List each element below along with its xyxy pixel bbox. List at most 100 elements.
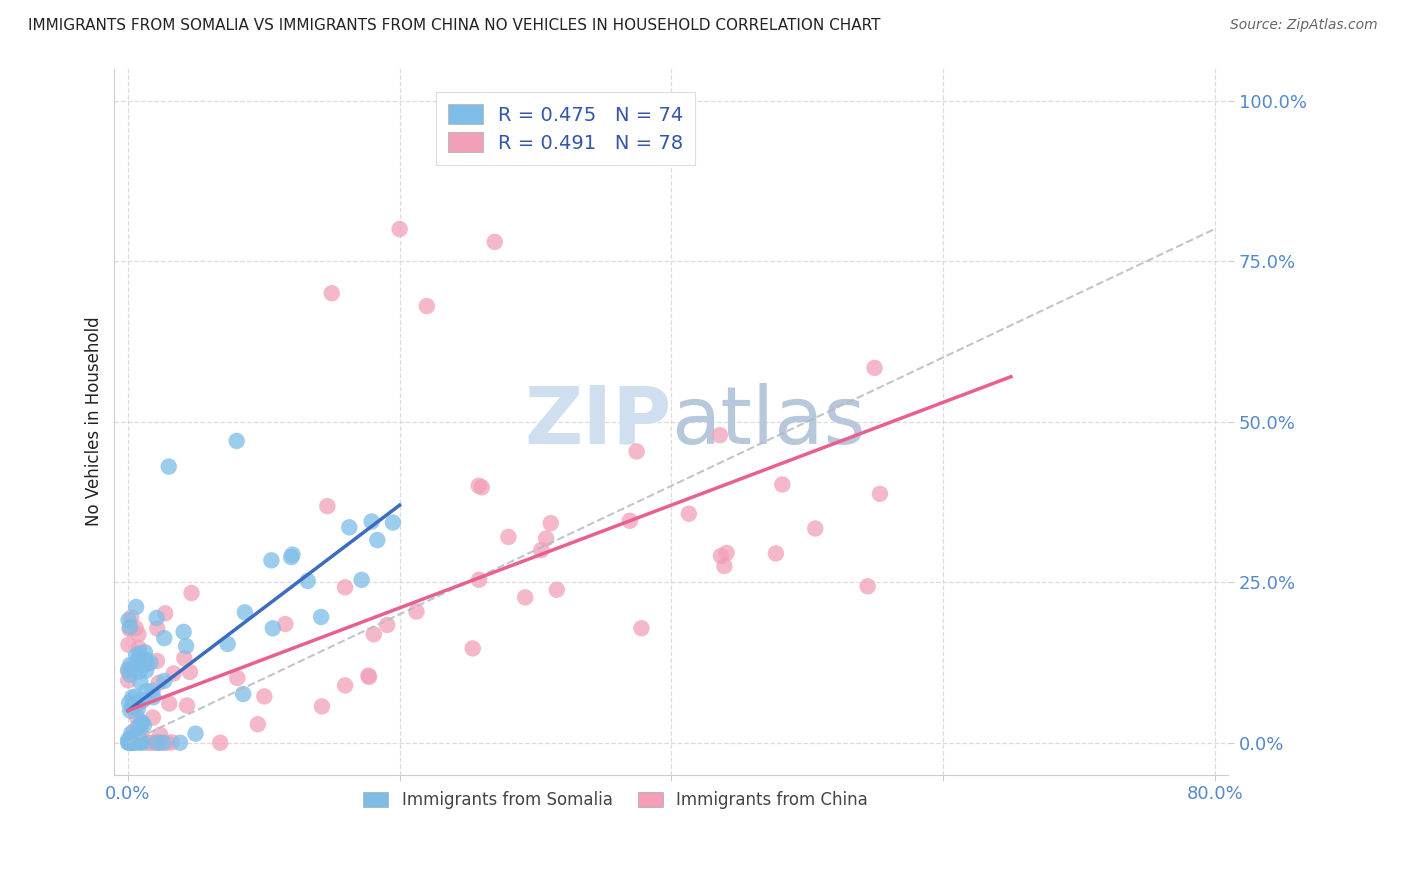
Point — [357, 668, 380, 682]
Point — [856, 579, 879, 593]
Point — [467, 479, 489, 493]
Point — [129, 674, 152, 689]
Point — [131, 715, 153, 730]
Point — [131, 734, 153, 748]
Point — [124, 731, 146, 746]
Point — [120, 726, 142, 740]
Point — [498, 530, 520, 544]
Point — [416, 299, 439, 313]
Point — [309, 610, 332, 624]
Point — [127, 627, 149, 641]
Point — [127, 701, 149, 715]
Point — [333, 580, 356, 594]
Point — [461, 641, 484, 656]
Point — [180, 586, 202, 600]
Point — [311, 699, 333, 714]
Point — [117, 736, 139, 750]
Point — [360, 515, 382, 529]
Point — [121, 690, 143, 705]
Point — [141, 683, 163, 698]
Point — [128, 647, 150, 661]
Point — [232, 687, 254, 701]
Point — [120, 736, 142, 750]
Point — [146, 654, 169, 668]
Point — [117, 673, 139, 688]
Point — [484, 235, 506, 249]
Point — [124, 697, 146, 711]
Point — [765, 546, 787, 560]
Point — [173, 624, 195, 639]
Point — [381, 516, 404, 530]
Point — [468, 573, 491, 587]
Point — [156, 736, 179, 750]
Point — [184, 726, 207, 740]
Point — [131, 715, 153, 730]
Point — [143, 736, 166, 750]
Point — [515, 591, 537, 605]
Point — [135, 736, 157, 750]
Point — [375, 618, 398, 632]
Point — [139, 656, 162, 670]
Point — [160, 735, 183, 749]
Point — [262, 621, 284, 635]
Point — [148, 736, 170, 750]
Point — [546, 582, 568, 597]
Point — [118, 658, 141, 673]
Point — [124, 731, 146, 745]
Point — [124, 699, 146, 714]
Point — [125, 710, 148, 724]
Point — [129, 727, 152, 741]
Point — [246, 717, 269, 731]
Point — [716, 546, 738, 560]
Text: Source: ZipAtlas.com: Source: ZipAtlas.com — [1230, 18, 1378, 32]
Point — [128, 665, 150, 679]
Point — [260, 553, 283, 567]
Point — [142, 690, 165, 705]
Point — [128, 723, 150, 738]
Point — [169, 736, 191, 750]
Point — [120, 668, 142, 682]
Point — [139, 736, 162, 750]
Text: ZIP: ZIP — [524, 383, 671, 460]
Point — [122, 696, 145, 710]
Point — [128, 640, 150, 655]
Point — [120, 704, 142, 718]
Point — [127, 697, 149, 711]
Point — [117, 732, 139, 747]
Point — [132, 718, 155, 732]
Point — [281, 548, 304, 562]
Point — [388, 222, 411, 236]
Point — [127, 654, 149, 668]
Point — [804, 521, 827, 535]
Point — [280, 550, 302, 565]
Point — [713, 559, 735, 574]
Point — [128, 736, 150, 750]
Point — [142, 710, 165, 724]
Point — [530, 543, 553, 558]
Point — [134, 652, 156, 666]
Point — [124, 736, 146, 750]
Point — [118, 736, 141, 750]
Point — [863, 360, 886, 375]
Point — [405, 605, 427, 619]
Point — [225, 434, 247, 448]
Point — [363, 627, 385, 641]
Point — [173, 651, 195, 665]
Point — [121, 699, 143, 714]
Point — [316, 499, 339, 513]
Point — [540, 516, 562, 531]
Point — [125, 599, 148, 614]
Point — [337, 520, 360, 534]
Point — [120, 610, 142, 624]
Point — [125, 648, 148, 662]
Point — [162, 666, 184, 681]
Text: atlas: atlas — [671, 383, 866, 460]
Point — [149, 728, 172, 742]
Point — [233, 605, 256, 619]
Point — [145, 611, 167, 625]
Point — [148, 675, 170, 690]
Point — [117, 613, 139, 627]
Text: IMMIGRANTS FROM SOMALIA VS IMMIGRANTS FROM CHINA NO VEHICLES IN HOUSEHOLD CORREL: IMMIGRANTS FROM SOMALIA VS IMMIGRANTS FR… — [28, 18, 880, 33]
Point — [146, 622, 169, 636]
Point — [253, 690, 276, 704]
